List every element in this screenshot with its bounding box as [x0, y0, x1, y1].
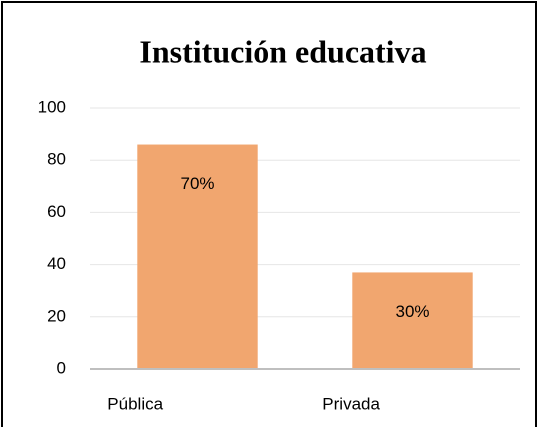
chart-title: Institución educativa [139, 33, 426, 69]
bar [352, 272, 473, 369]
y-tick-label: 80 [47, 150, 66, 169]
y-tick-label: 40 [47, 254, 66, 273]
data-label: 30% [395, 302, 429, 321]
data-label: 70% [180, 174, 214, 193]
y-tick-label: 100 [38, 97, 66, 116]
y-tick-label: 60 [47, 202, 66, 221]
x-tick-label: Pública [107, 394, 163, 413]
x-tick-label: Privada [322, 394, 380, 413]
bar [137, 144, 258, 369]
y-tick-label: 20 [47, 306, 66, 325]
y-tick-label: 0 [57, 358, 66, 377]
